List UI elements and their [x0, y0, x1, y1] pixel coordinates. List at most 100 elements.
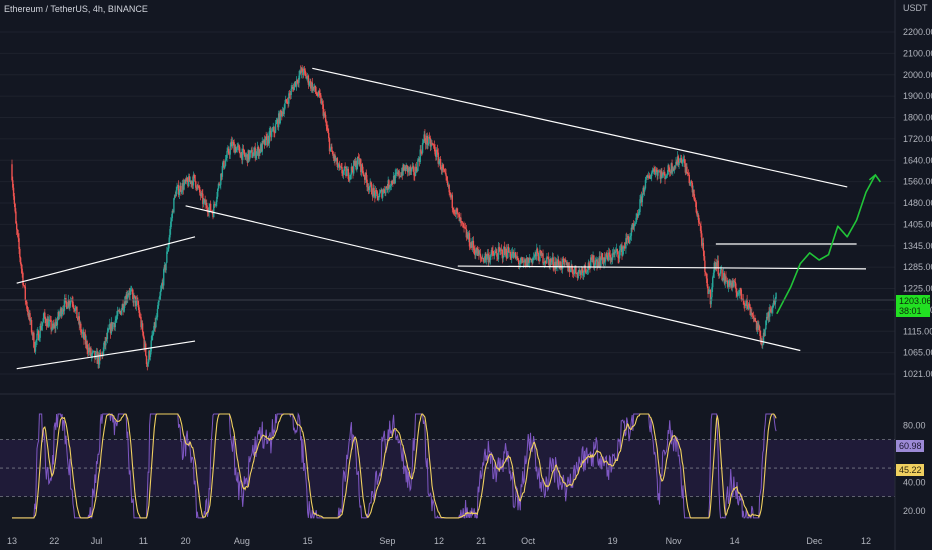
candle [771, 305, 773, 317]
candle [678, 162, 680, 169]
candle [581, 267, 583, 273]
candle [315, 86, 317, 96]
candle [69, 300, 71, 312]
candle [242, 144, 245, 153]
candle [758, 321, 760, 331]
candle [195, 181, 197, 191]
candle [721, 269, 723, 282]
candle [552, 253, 554, 271]
candle [672, 166, 674, 176]
candle [672, 166, 675, 171]
price-tick-label: 1800.00 [903, 113, 932, 123]
candle [321, 98, 324, 109]
candle [248, 150, 250, 162]
candle [486, 254, 488, 265]
candle [95, 347, 98, 353]
candle [159, 285, 162, 301]
countdown-value: 38:01 [899, 306, 922, 316]
candle [367, 182, 369, 192]
candle [485, 251, 487, 263]
candle [453, 209, 456, 216]
candle [396, 168, 398, 177]
rsi-axis[interactable]: 80.00 40.00 20.00 [903, 420, 926, 515]
candle [492, 245, 494, 260]
candle [163, 262, 166, 273]
candle [765, 312, 768, 326]
candle [379, 189, 382, 194]
candle [709, 289, 712, 308]
candle [338, 162, 340, 172]
candle [188, 173, 190, 187]
candle [374, 186, 377, 199]
candle [220, 172, 223, 181]
candle [51, 320, 54, 331]
candle [729, 278, 731, 290]
candle [628, 236, 630, 245]
candle [220, 173, 222, 190]
candle [682, 156, 684, 167]
candle [227, 146, 230, 156]
projection-line[interactable] [776, 174, 877, 315]
candle [216, 192, 218, 207]
candle [115, 315, 117, 323]
candle [156, 305, 159, 321]
candle [180, 182, 182, 196]
rsi-ma-value-badge: 45.22 [896, 464, 924, 476]
candle [151, 331, 153, 342]
candle [509, 249, 511, 260]
candle [48, 315, 51, 327]
candle [417, 157, 419, 172]
candle [669, 167, 671, 177]
candle [320, 98, 323, 106]
candle [26, 299, 28, 312]
trendline-descending-support[interactable] [185, 205, 801, 352]
candle [579, 270, 582, 280]
candle [517, 256, 519, 262]
candle [478, 246, 480, 260]
candle [306, 72, 309, 83]
candle [342, 169, 345, 180]
candle [316, 92, 318, 97]
candle [314, 85, 317, 94]
candle [349, 174, 352, 180]
candle [309, 78, 311, 87]
candle [496, 249, 498, 261]
projection-path[interactable] [776, 173, 882, 315]
candle [670, 162, 672, 175]
trendline-descending-resistance[interactable] [312, 67, 848, 188]
candle [768, 307, 770, 322]
candle [255, 151, 257, 160]
candle [431, 140, 433, 146]
time-axis[interactable]: 13 22 Jul 11 20 Aug 15 Sep 12 21 Oct 19 Nov 14 Dec 12 [7, 536, 871, 546]
candle [669, 169, 672, 177]
candle [620, 243, 622, 252]
candle [146, 363, 148, 371]
candle [331, 143, 333, 153]
candle [618, 245, 621, 263]
candle [550, 257, 553, 266]
candle [625, 233, 627, 254]
candle [701, 238, 704, 249]
candle [449, 190, 451, 198]
trendline-lower-channel-top[interactable] [16, 236, 196, 284]
candle [604, 253, 607, 266]
rsi-tick-label: 80.00 [903, 420, 926, 430]
candle [49, 315, 52, 323]
candle [247, 149, 249, 163]
candle [330, 143, 332, 150]
candle [532, 252, 535, 261]
trendline-lower-channel-bottom[interactable] [16, 340, 196, 370]
candle [288, 90, 291, 99]
candle [493, 249, 496, 260]
candle [651, 170, 653, 182]
candle [569, 269, 572, 273]
candle [30, 317, 32, 326]
candle [450, 192, 452, 200]
candle [515, 254, 518, 261]
candle [418, 156, 421, 167]
candle [644, 176, 647, 190]
candle [113, 322, 116, 331]
candle [463, 221, 465, 233]
candle [665, 173, 668, 179]
